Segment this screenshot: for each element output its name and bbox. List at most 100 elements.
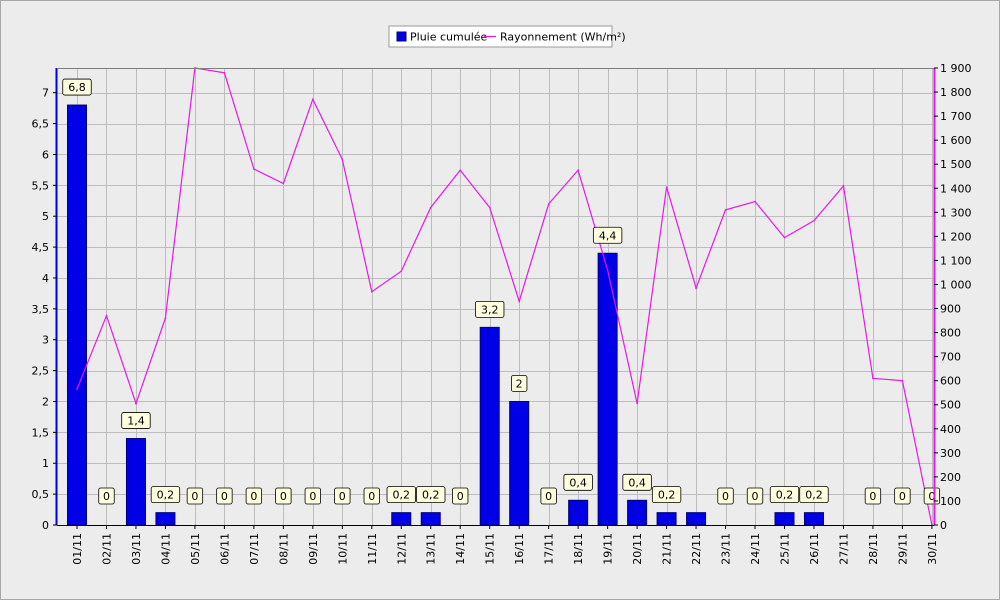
data-label: 0,2	[658, 489, 676, 502]
y-right-tick-label: 100	[940, 495, 961, 508]
y-right-tick-label: 1 000	[940, 278, 972, 291]
data-label: 6,8	[68, 81, 86, 94]
data-label-box	[363, 487, 380, 505]
data-label: 0	[722, 490, 729, 503]
y-right-tick-label: 1 400	[940, 182, 972, 195]
y-right-tick-label: 900	[940, 303, 961, 316]
radiation-point	[518, 300, 520, 303]
legend-entry-radiation: Rayonnement (Wh/m²)	[500, 31, 626, 44]
radiation-point	[223, 72, 226, 74]
data-label-box	[622, 473, 652, 491]
radiation-point	[724, 209, 727, 211]
rain-bar	[125, 438, 146, 526]
data-label-group: 0	[304, 487, 321, 505]
data-label: 2	[516, 377, 523, 390]
rain-bar	[509, 400, 530, 526]
data-label-group: 0	[216, 487, 233, 505]
data-label: 0,2	[157, 489, 175, 502]
data-label: 0,2	[776, 489, 794, 502]
y-right-tick-label: 500	[940, 399, 961, 412]
rain-bar	[391, 512, 412, 526]
data-label-box	[799, 486, 829, 504]
x-tick-label: 10/11	[336, 533, 349, 565]
radiation-point	[164, 317, 167, 319]
data-label-group: 0	[864, 487, 882, 505]
data-label-group: 3,2	[475, 300, 505, 318]
data-label-group: 1,4	[121, 412, 151, 429]
data-label-group: 6,8	[62, 78, 92, 96]
radiation-point	[253, 168, 255, 170]
data-label-box	[150, 486, 181, 504]
rain-bar	[155, 512, 176, 526]
y-right-tick-label: 1 800	[940, 86, 972, 99]
x-tick-label: 04/11	[159, 533, 172, 565]
data-label: 0	[899, 490, 906, 503]
radiation-point	[636, 402, 638, 405]
data-label-box	[245, 487, 263, 505]
x-tick-label: 03/11	[130, 533, 143, 565]
data-label: 0	[280, 490, 287, 503]
rain-bar	[479, 326, 500, 526]
x-tick-label: 15/11	[484, 533, 497, 565]
radiation-point	[606, 269, 609, 271]
data-label-group: 0,2	[150, 486, 181, 504]
rain-bars	[67, 104, 824, 526]
data-label-box	[304, 487, 321, 505]
data-label-box	[386, 486, 416, 504]
y-right-tick-label: 1 500	[940, 158, 972, 171]
x-tick-label: 02/11	[100, 533, 113, 565]
y-left-tick-label: 0	[42, 519, 49, 532]
data-label-group: 0	[923, 487, 941, 505]
y-left-tick-label: 3	[42, 334, 49, 347]
data-label: 0,2	[422, 489, 440, 502]
data-label-group: 0,2	[769, 486, 800, 504]
y-left-tick-label: 5,5	[32, 179, 50, 192]
radiation-point	[312, 98, 314, 101]
x-tick-label: 19/11	[602, 533, 615, 565]
rain-bar	[803, 512, 824, 526]
data-label-group: 0	[540, 487, 557, 505]
data-label-group: 0	[894, 487, 911, 505]
x-tick-label: 21/11	[661, 533, 674, 565]
data-label-box	[186, 487, 204, 505]
data-label-box	[121, 412, 151, 429]
radiation-point	[488, 206, 491, 209]
data-label: 0	[545, 490, 552, 503]
data-label: 0,4	[628, 476, 646, 489]
data-label-group: 0	[746, 487, 764, 505]
data-label: 0	[869, 490, 876, 503]
x-tick-label: 14/11	[454, 533, 467, 565]
data-label-group: 2	[511, 375, 528, 392]
x-tick-label: 12/11	[395, 533, 408, 565]
data-label-box	[864, 487, 882, 505]
y-right-tick-label: 1 600	[940, 134, 972, 147]
data-label: 4,4	[599, 229, 617, 242]
y-left-tick-label: 6,5	[32, 118, 50, 131]
radiation-point	[783, 236, 786, 239]
legend-entry-rain: Pluie cumulée	[410, 31, 488, 44]
data-label-group: 0	[245, 487, 263, 505]
x-tick-label: 26/11	[808, 533, 821, 565]
radiation-point	[105, 314, 108, 317]
x-tick-label: 16/11	[513, 533, 526, 565]
data-label-box	[746, 487, 764, 505]
x-tick-label: 29/11	[896, 533, 909, 565]
legend-bar-swatch	[396, 31, 407, 42]
x-tick-label: 20/11	[631, 533, 644, 565]
legend: Pluie cumulée Rayonnement (Wh/m²)	[388, 25, 626, 48]
x-tick-label: 22/11	[690, 533, 703, 565]
data-label-group: 0,2	[386, 486, 416, 504]
y-right-tick-label: 1 200	[940, 230, 972, 243]
legend-box	[388, 25, 613, 48]
data-label: 0,2	[393, 489, 411, 502]
x-tick-label: 17/11	[543, 533, 556, 565]
data-label: 0	[103, 490, 110, 503]
data-label-box	[651, 486, 682, 504]
data-label-group: 0	[717, 487, 734, 505]
data-label-group: 0	[452, 487, 469, 505]
y-right-tick-label: 200	[940, 471, 961, 484]
data-label: 0	[221, 490, 228, 503]
y-right-tick-label: 700	[940, 351, 961, 364]
x-tick-label: 09/11	[307, 533, 320, 565]
